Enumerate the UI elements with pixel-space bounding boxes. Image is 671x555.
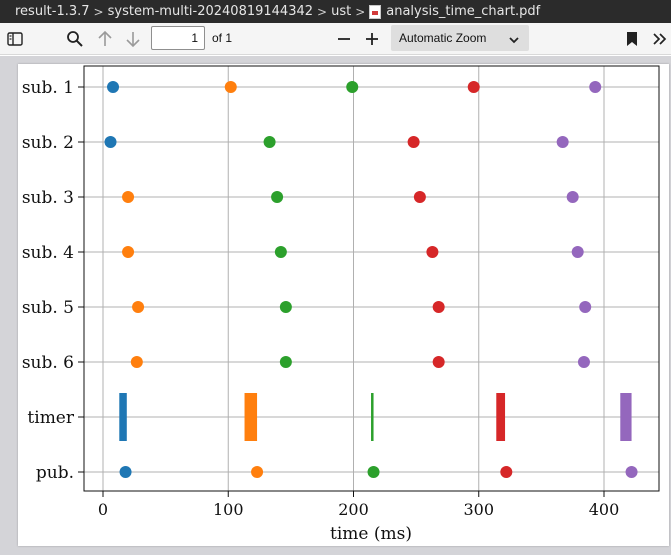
data-point bbox=[122, 246, 135, 258]
y-tick-label: sub. 3 bbox=[22, 188, 74, 208]
data-point bbox=[367, 466, 380, 478]
data-point bbox=[119, 466, 132, 478]
breadcrumb-separator: > bbox=[355, 4, 366, 19]
data-point bbox=[556, 136, 569, 148]
plus-icon[interactable] bbox=[362, 28, 382, 50]
data-point bbox=[279, 301, 292, 313]
breadcrumb-item[interactable]: system-multi-20240819144342 bbox=[107, 4, 314, 19]
zoom-select[interactable]: Automatic Zoom bbox=[391, 25, 529, 51]
x-tick-label: 400 bbox=[589, 500, 620, 519]
data-point bbox=[104, 136, 117, 148]
file-breadcrumb-bar: result-1.3.7 > system-multi-202408191443… bbox=[0, 0, 671, 23]
breadcrumb-separator: > bbox=[93, 4, 104, 19]
x-tick-label: 200 bbox=[338, 500, 369, 519]
data-point bbox=[122, 191, 135, 203]
breadcrumb-item[interactable]: ust bbox=[331, 4, 352, 19]
double-chevron-right-icon[interactable] bbox=[650, 28, 670, 50]
data-point bbox=[426, 246, 439, 258]
sidebar-toggle-icon[interactable] bbox=[4, 29, 26, 49]
breadcrumb-file-name[interactable]: analysis_time_chart.pdf bbox=[386, 4, 541, 19]
breadcrumb-item[interactable]: result-1.3.7 bbox=[15, 4, 90, 19]
y-tick-label: sub. 4 bbox=[22, 243, 74, 263]
bookmark-icon[interactable] bbox=[622, 28, 642, 50]
data-point bbox=[625, 466, 638, 478]
page-number-input[interactable] bbox=[151, 26, 205, 50]
x-axis-label: time (ms) bbox=[330, 524, 412, 544]
data-point bbox=[224, 81, 237, 93]
data-point bbox=[432, 356, 445, 368]
data-point bbox=[432, 301, 445, 313]
data-point bbox=[130, 356, 143, 368]
arrow-up-icon[interactable] bbox=[94, 28, 116, 50]
y-tick-label: timer bbox=[27, 408, 74, 428]
data-point bbox=[579, 301, 592, 313]
data-point bbox=[251, 466, 264, 478]
data-point bbox=[263, 136, 276, 148]
data-point bbox=[566, 191, 579, 203]
data-point bbox=[467, 81, 480, 93]
page-count-label: of 1 bbox=[212, 31, 233, 45]
data-point bbox=[346, 81, 359, 93]
y-tick-label: sub. 2 bbox=[22, 133, 74, 153]
data-point bbox=[274, 246, 287, 258]
x-tick-label: 100 bbox=[213, 500, 244, 519]
data-point bbox=[577, 356, 590, 368]
chevron-down-icon bbox=[509, 33, 519, 47]
minus-icon[interactable] bbox=[334, 28, 354, 50]
data-point bbox=[500, 466, 513, 478]
timer-bar bbox=[371, 393, 374, 441]
breadcrumb-separator: > bbox=[317, 4, 328, 19]
data-point bbox=[279, 356, 292, 368]
timer-bar bbox=[244, 393, 258, 441]
data-point bbox=[132, 301, 145, 313]
data-point bbox=[407, 136, 420, 148]
data-point bbox=[589, 81, 602, 93]
data-point bbox=[413, 191, 426, 203]
y-tick-label: pub. bbox=[36, 463, 74, 483]
document-viewer[interactable]: sub. 1 sub. 2 sub. 3 sub. 4 sub. 5 sub. 6 time… bbox=[0, 56, 671, 555]
data-point bbox=[271, 191, 284, 203]
y-tick-label: sub. 6 bbox=[22, 353, 74, 373]
time-chart: sub. 1 sub. 2 sub. 3 sub. 4 sub. 5 sub. 6 time… bbox=[22, 65, 660, 544]
pdf-toolbar: of 1 Automatic Zoom bbox=[0, 23, 671, 55]
plot-frame bbox=[83, 65, 660, 492]
timer-bar bbox=[620, 393, 632, 441]
arrow-down-icon[interactable] bbox=[122, 28, 144, 50]
data-point bbox=[571, 246, 584, 258]
pdf-file-icon bbox=[369, 4, 382, 19]
x-tick-label: 300 bbox=[463, 500, 494, 519]
y-tick-label: sub. 1 bbox=[22, 78, 74, 98]
timer-bar bbox=[496, 393, 506, 441]
pdf-page: sub. 1 sub. 2 sub. 3 sub. 4 sub. 5 sub. 6 time… bbox=[18, 64, 669, 546]
timer-bar bbox=[119, 393, 127, 441]
search-icon[interactable] bbox=[64, 28, 86, 50]
data-point bbox=[107, 81, 120, 93]
y-tick-label: sub. 5 bbox=[22, 298, 74, 318]
x-tick-label: 0 bbox=[98, 500, 108, 519]
zoom-select-value: Automatic Zoom bbox=[399, 31, 487, 45]
